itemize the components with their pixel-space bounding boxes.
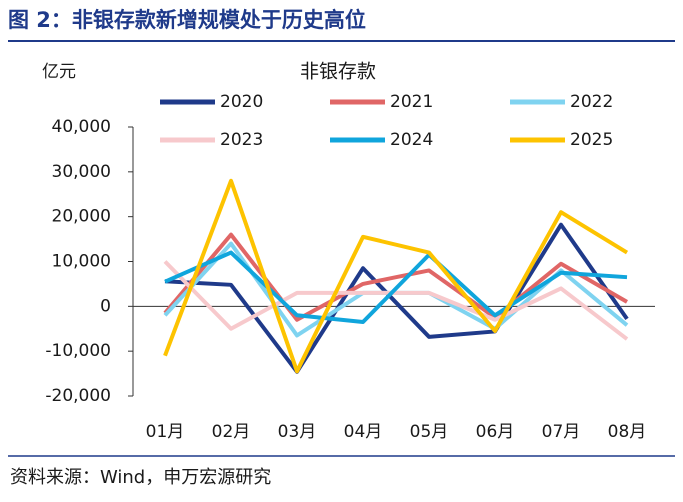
legend-label: 2020 (220, 92, 263, 112)
y-tick-label: 30,000 (52, 162, 111, 182)
x-tick-label: 05月 (410, 422, 449, 442)
x-tick-label: 04月 (344, 422, 383, 442)
y-tick-label: 0 (100, 296, 111, 316)
legend-label: 2023 (220, 130, 263, 150)
y-tick-label: -20,000 (45, 386, 111, 406)
series-line (163, 260, 629, 341)
page-title: 图 2：非银存款新增规模处于历史高位 (8, 8, 366, 32)
series-line (164, 250, 628, 325)
x-tick-label: 01月 (146, 422, 185, 442)
x-tick-label: 03月 (278, 422, 317, 442)
x-tick-label: 08月 (608, 422, 647, 442)
x-tick-label: 07月 (542, 422, 581, 442)
legend-label: 2021 (390, 92, 433, 112)
series-line (163, 178, 629, 374)
legend-label: 2022 (570, 92, 613, 112)
y-tick-label: 40,000 (52, 117, 111, 137)
series-line (163, 232, 629, 322)
series-line (164, 222, 629, 374)
legend-label: 2024 (390, 130, 433, 150)
y-tick-label: 20,000 (52, 207, 111, 227)
x-tick-label: 02月 (212, 422, 251, 442)
legend-label: 2025 (570, 130, 613, 150)
y-tick-label: 10,000 (52, 252, 111, 272)
y-tick-label: -10,000 (45, 341, 111, 361)
x-tick-label: 06月 (476, 422, 515, 442)
source: 资料来源：Wind，申万宏源研究 (10, 467, 271, 488)
chart-title: 非银存款 (300, 61, 376, 83)
y-axis-label: 亿元 (42, 62, 76, 82)
